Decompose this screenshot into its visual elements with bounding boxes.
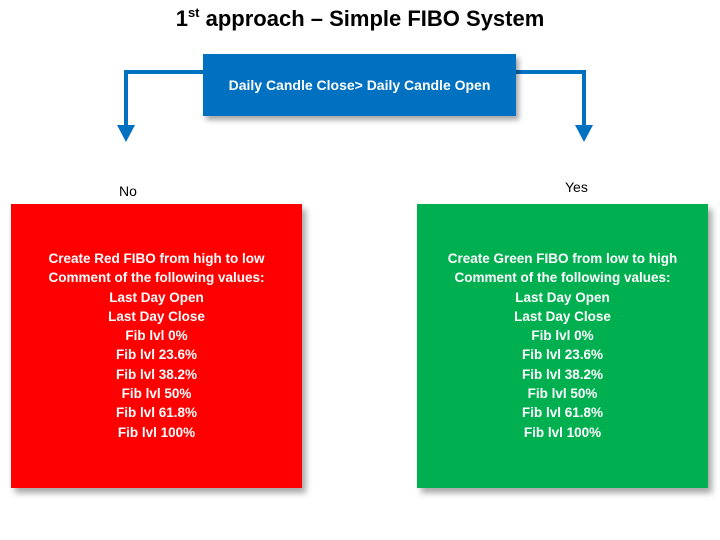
yes-branch-box: Create Green FIBO from low to high Comme… — [417, 204, 708, 488]
no-line-10: Fib lvl 100% — [117, 424, 196, 440]
yes-line-5: Fib lvl 0% — [531, 328, 594, 344]
yes-line-8: Fib lvl 50% — [527, 386, 598, 402]
no-line-8: Fib lvl 50% — [121, 386, 192, 402]
left-arrowhead — [117, 125, 135, 142]
left-connector — [124, 70, 203, 125]
no-branch-box: Create Red FIBO from high to low Comment… — [11, 204, 302, 488]
yes-branch-label: Yes — [565, 179, 588, 195]
yes-line-4: Last Day Close — [514, 308, 611, 324]
decision-box: Daily Candle Close> Daily Candle Open — [203, 54, 516, 116]
no-line-4: Last Day Close — [108, 308, 205, 324]
no-line-5: Fib lvl 0% — [125, 328, 188, 344]
no-branch-label: No — [119, 183, 137, 199]
no-line-3: Last Day Open — [109, 289, 204, 305]
title-superscript: st — [187, 5, 200, 20]
no-line-7: Fib lvl 38.2% — [115, 366, 198, 382]
yes-line-3: Last Day Open — [515, 289, 610, 305]
right-arrowhead — [575, 125, 593, 142]
yes-line-1: Create Green FIBO from low to high — [447, 251, 678, 266]
right-connector — [516, 70, 586, 125]
yes-line-9: Fib lvl 61.8% — [521, 405, 604, 421]
no-line-2: Comment of the following values: — [48, 270, 265, 286]
yes-line-6: Fib lvl 23.6% — [521, 347, 604, 363]
no-line-6: Fib lvl 23.6% — [115, 347, 198, 363]
decision-text: Daily Candle Close> Daily Candle Open — [228, 77, 491, 93]
yes-line-10: Fib lvl 100% — [523, 424, 602, 440]
title-text: approach – Simple FIBO System — [199, 6, 545, 31]
no-line-1: Create Red FIBO from high to low — [48, 251, 265, 266]
title-number: 1 — [175, 6, 188, 31]
page-title: 1st approach – Simple FIBO System — [0, 6, 720, 32]
yes-line-7: Fib lvl 38.2% — [521, 366, 604, 382]
yes-line-2: Comment of the following values: — [454, 270, 671, 286]
no-line-9: Fib lvl 61.8% — [115, 405, 198, 421]
